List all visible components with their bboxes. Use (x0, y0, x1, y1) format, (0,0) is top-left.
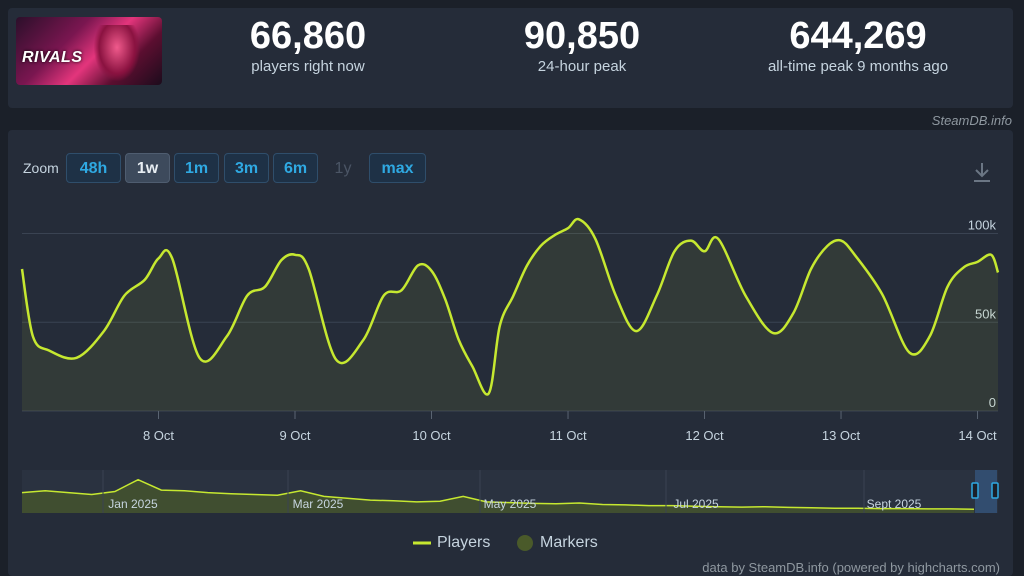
stat-24h-peak: 90,850 24-hour peak (452, 14, 712, 76)
legend-markers-swatch-icon (517, 535, 533, 551)
navigator-label: Jul 2025 (673, 497, 719, 511)
stat-24h-peak-label: 24-hour peak (537, 58, 627, 75)
legend-markers[interactable]: Markers (540, 534, 598, 551)
navigator-selection[interactable] (975, 470, 997, 513)
y-tick-label: 50k (975, 306, 996, 321)
stats-bar (8, 8, 1013, 108)
players-line (20, 217, 1000, 396)
stat-24h-peak-value: 90,850 (523, 15, 641, 57)
brand-label: SteamDB.info (931, 113, 1012, 128)
zoom-3m-button[interactable]: 3m (224, 153, 269, 183)
stat-alltime-peak-label: all-time peak 9 months ago (767, 58, 949, 75)
stat-current-label: players right now (251, 58, 365, 75)
y-tick-label: 0 (989, 395, 996, 410)
download-icon[interactable] (970, 160, 994, 184)
x-tick-label: 11 Oct (549, 428, 587, 443)
stat-current-value: 66,860 (249, 15, 367, 57)
legend-players[interactable]: Players (437, 534, 491, 551)
zoom-1w-button[interactable]: 1w (125, 153, 170, 183)
zoom-max-button[interactable]: max (369, 153, 426, 183)
zoom-1y-button: 1y (334, 160, 352, 177)
x-tick-label: 10 Oct (412, 428, 451, 443)
x-tick-label: 13 Oct (822, 428, 861, 443)
zoom-1m-button[interactable]: 1m (174, 153, 219, 183)
logo-text: RIVALS (22, 49, 83, 66)
navigator-handle[interactable] (991, 482, 999, 499)
x-tick-label: 9 Oct (279, 428, 310, 443)
stat-alltime-peak: 644,269 all-time peak 9 months ago (728, 14, 988, 76)
x-tick-label: 14 Oct (958, 428, 997, 443)
stat-alltime-peak-value: 644,269 (789, 15, 927, 57)
x-tick-label: 8 Oct (143, 428, 174, 443)
navigator-label: Jan 2025 (108, 497, 158, 511)
x-tick-label: 12 Oct (685, 428, 724, 443)
navigator-area (22, 479, 974, 513)
legend-players-swatch-icon (413, 541, 431, 545)
navigator-label: May 2025 (484, 497, 537, 511)
zoom-48h-button[interactable]: 48h (66, 153, 121, 183)
game-logo[interactable]: RIVALS (16, 17, 162, 85)
y-tick-label: 100k (968, 218, 997, 233)
players-area (22, 219, 998, 411)
navigator-line (21, 478, 975, 511)
stat-current: 66,860 players right now (178, 14, 438, 76)
zoom-label: Zoom (23, 160, 59, 176)
hero-figure-icon (94, 25, 140, 81)
footer-credit: data by SteamDB.info (powered by highcha… (702, 560, 1000, 575)
navigator-label: Mar 2025 (293, 497, 344, 511)
zoom-6m-button[interactable]: 6m (273, 153, 318, 183)
navigator-label: Sept 2025 (867, 497, 922, 511)
navigator-handle[interactable] (971, 482, 979, 499)
